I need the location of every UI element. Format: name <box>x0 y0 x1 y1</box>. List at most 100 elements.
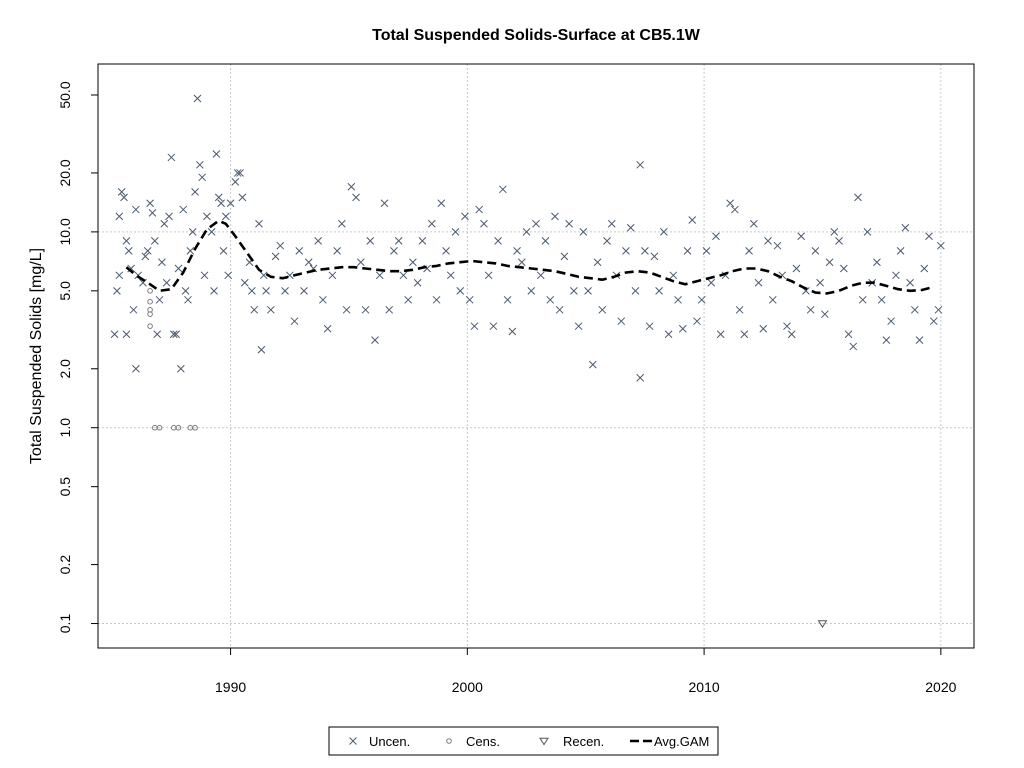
x-tick-label-3: 2020 <box>925 679 956 695</box>
uncen-point-193 <box>877 295 886 304</box>
uncen-point-76 <box>328 271 337 280</box>
uncen-point-168 <box>759 324 768 333</box>
legend-uncen-symbol <box>349 737 357 745</box>
uncen-point-165 <box>745 247 753 255</box>
chart-title: Total Suspended Solids-Surface at CB5.1W <box>372 27 701 44</box>
uncen-point-20 <box>153 330 162 339</box>
uncen-point-173 <box>783 322 791 331</box>
uncen-point-45 <box>214 193 223 202</box>
uncen-point-40 <box>200 271 209 280</box>
uncen-point-23 <box>160 219 169 228</box>
uncen-point-198 <box>901 223 910 232</box>
y-tick-label-6: 10.0 <box>57 218 73 245</box>
legend-label-uncen: Uncen. <box>369 734 410 749</box>
x-axis: 1990 2000 2010 2020 <box>215 648 957 695</box>
uncen-point-7 <box>122 236 131 245</box>
uncen-point-110 <box>489 322 498 331</box>
data-layer <box>110 94 945 629</box>
uncen-point-102 <box>451 228 460 236</box>
uncen-point-47 <box>219 247 228 255</box>
uncen-point-41 <box>203 212 211 221</box>
uncen-point-109 <box>484 271 493 280</box>
uncen-point-203 <box>925 232 933 241</box>
uncen-point-174 <box>787 330 796 339</box>
uncen-point-98 <box>432 295 441 304</box>
uncen-point-115 <box>513 247 521 255</box>
uncen-point-130 <box>584 286 592 295</box>
uncen-point-88 <box>385 305 394 314</box>
legend-label-cens: Cens. <box>466 734 500 749</box>
uncen-point-43 <box>210 286 218 295</box>
uncen-point-170 <box>768 295 777 304</box>
uncen-point-73 <box>314 236 323 245</box>
uncen-point-147 <box>659 228 668 236</box>
uncen-point-123 <box>551 212 559 221</box>
cens-point-8 <box>175 424 182 431</box>
y-tick-label-0: 0.1 <box>57 614 73 634</box>
x-tick-label-0: 1990 <box>215 679 246 695</box>
uncen-point-60 <box>257 345 266 354</box>
uncen-point-64 <box>271 252 280 261</box>
recen-point-0 <box>817 620 828 629</box>
uncen-point-17 <box>146 199 154 208</box>
uncen-point-145 <box>650 252 659 261</box>
uncen-point-65 <box>276 241 285 250</box>
cens-point-0 <box>147 288 153 294</box>
cens-point-3 <box>147 323 153 329</box>
uncen-point-159 <box>716 330 725 339</box>
uncen-point-106 <box>470 322 479 331</box>
uncen-point-54 <box>238 193 247 202</box>
uncen-point-46 <box>217 199 225 208</box>
uncen-point-179 <box>811 247 820 255</box>
y-tick-label-4: 2.0 <box>57 359 73 379</box>
uncen-point-48 <box>221 212 230 221</box>
uncen-point-104 <box>461 212 469 221</box>
uncen-point-92 <box>404 295 413 304</box>
uncen-point-66 <box>281 286 289 295</box>
uncen-point-52 <box>233 169 242 177</box>
uncen-point-61 <box>259 271 268 280</box>
legend-box <box>328 726 719 756</box>
uncen-point-24 <box>162 278 171 287</box>
uncen-point-34 <box>186 247 195 255</box>
uncen-point-131 <box>588 360 597 369</box>
uncen-point-135 <box>607 219 616 228</box>
uncen-point-199 <box>906 278 914 287</box>
plot-frame <box>97 63 975 649</box>
uncen-point-204 <box>929 317 938 326</box>
uncen-point-139 <box>626 223 635 232</box>
uncen-point-190 <box>863 228 872 236</box>
uncen-point-189 <box>858 295 867 304</box>
uncen-point-124 <box>555 305 564 314</box>
y-axis-label: Total Suspended Solids [mg/L] <box>28 248 45 464</box>
uncen-point-1 <box>113 286 121 295</box>
uncen-point-94 <box>413 278 422 287</box>
uncen-point-111 <box>494 236 502 245</box>
cens-point-6 <box>156 424 163 431</box>
cens-point-1 <box>147 298 153 305</box>
uncen-point-21 <box>155 295 164 304</box>
uncen-point-38 <box>195 160 204 169</box>
uncen-point-146 <box>655 286 663 295</box>
uncen-point-129 <box>579 228 588 236</box>
uncen-point-201 <box>915 336 924 344</box>
uncen-point-99 <box>437 199 446 208</box>
uncen-point-148 <box>664 330 673 339</box>
uncen-point-71 <box>304 258 313 267</box>
uncen-point-175 <box>792 264 801 273</box>
uncen-point-36 <box>191 188 199 196</box>
uncen-point-51 <box>231 178 240 186</box>
uncen-point-70 <box>300 286 308 295</box>
uncen-point-105 <box>465 295 474 304</box>
uncen-point-91 <box>399 271 408 280</box>
uncen-point-182 <box>825 258 834 267</box>
uncen-point-143 <box>641 247 649 255</box>
uncen-point-184 <box>835 236 843 245</box>
uncen-point-188 <box>854 193 862 202</box>
uncen-point-202 <box>920 264 929 273</box>
uncen-point-128 <box>574 322 583 331</box>
uncen-point-162 <box>731 205 739 214</box>
uncen-point-114 <box>508 327 517 336</box>
uncen-point-152 <box>683 247 692 255</box>
uncen-point-141 <box>636 160 645 169</box>
